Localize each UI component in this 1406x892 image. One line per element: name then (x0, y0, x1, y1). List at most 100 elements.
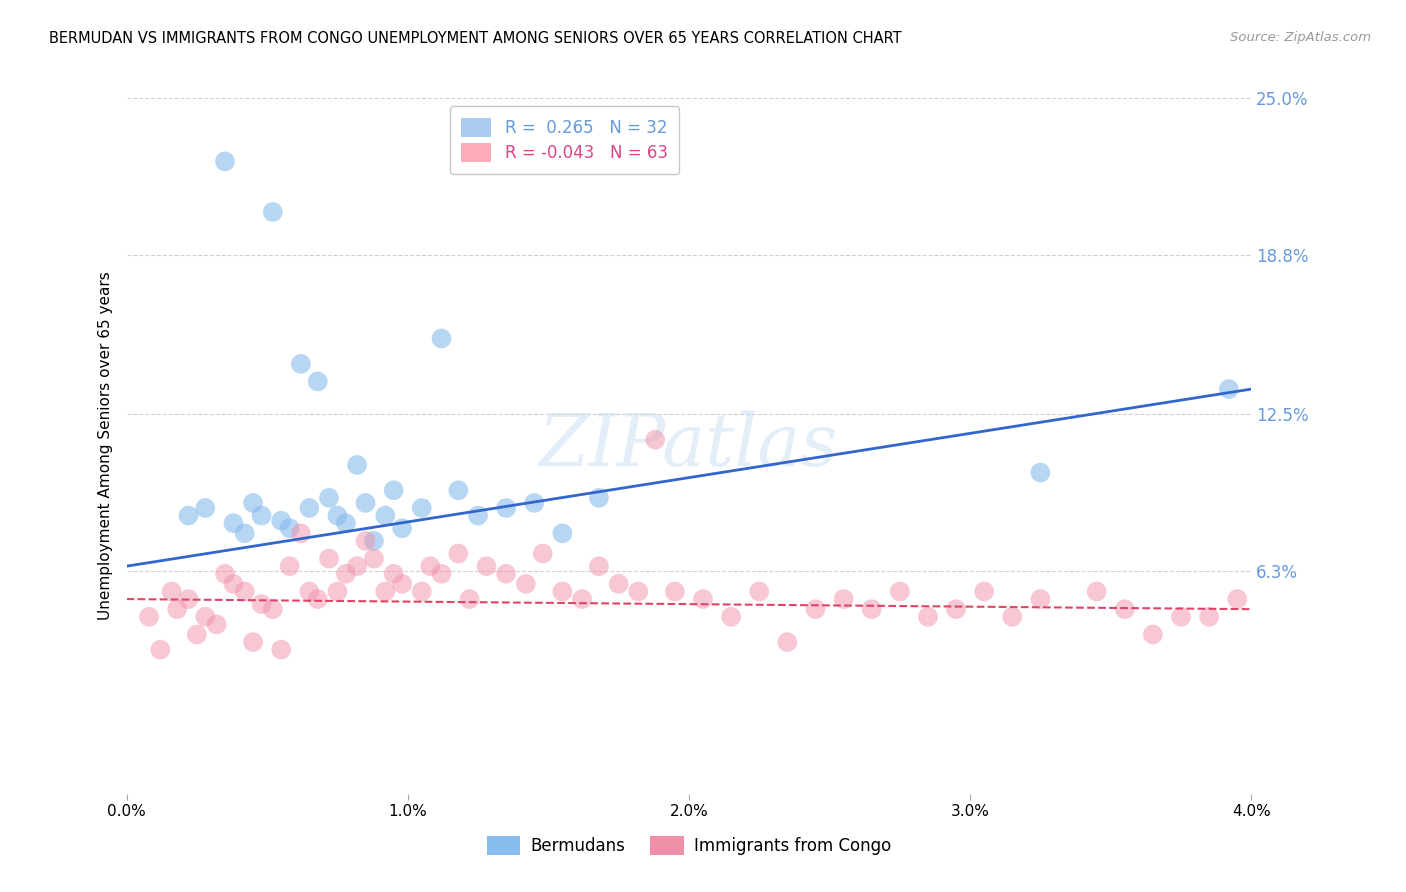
Point (804, 602, 827, 616)
Point (242, 496, 264, 510)
Point (374, 508, 396, 523)
Point (627, 584, 650, 599)
Point (458, 592, 481, 607)
Point (374, 584, 396, 599)
Point (467, 508, 489, 523)
Point (382, 483, 405, 498)
Point (318, 491, 340, 505)
Point (278, 521, 301, 535)
Point (1218, 382, 1240, 396)
Point (346, 559, 368, 574)
Point (326, 508, 349, 523)
Point (346, 458, 368, 472)
Point (411, 584, 433, 599)
Point (495, 566, 517, 581)
Point (1001, 609, 1024, 624)
Point (748, 584, 770, 599)
Point (1198, 609, 1220, 624)
Point (588, 491, 610, 505)
Point (973, 584, 995, 599)
Point (607, 577, 630, 591)
Point (720, 609, 742, 624)
Point (1029, 592, 1052, 607)
Point (515, 577, 537, 591)
Point (523, 496, 546, 510)
Point (1170, 609, 1192, 624)
Point (138, 609, 160, 624)
Point (551, 584, 574, 599)
Point (298, 584, 321, 599)
Point (205, 617, 228, 632)
Point (149, 642, 172, 657)
Point (262, 205, 284, 219)
Point (214, 154, 236, 169)
Point (588, 559, 610, 574)
Point (391, 577, 413, 591)
Point (335, 516, 357, 531)
Point (419, 559, 441, 574)
Point (430, 566, 453, 581)
Point (531, 547, 554, 561)
Point (307, 592, 329, 607)
Point (270, 514, 292, 528)
Point (776, 635, 799, 649)
Point (411, 500, 433, 515)
Point (860, 602, 883, 616)
Point (242, 635, 264, 649)
Point (644, 433, 666, 447)
Point (160, 584, 183, 599)
Point (307, 375, 329, 389)
Point (1142, 627, 1164, 641)
Point (326, 584, 349, 599)
Legend: Bermudans, Immigrants from Congo: Bermudans, Immigrants from Congo (481, 830, 897, 862)
Point (363, 551, 385, 566)
Text: BERMUDAN VS IMMIGRANTS FROM CONGO UNEMPLOYMENT AMONG SENIORS OVER 65 YEARS CORRE: BERMUDAN VS IMMIGRANTS FROM CONGO UNEMPL… (49, 31, 901, 46)
Point (447, 547, 470, 561)
Point (166, 602, 188, 616)
Point (318, 551, 340, 566)
Point (222, 516, 245, 531)
Point (1029, 466, 1052, 480)
Point (551, 526, 574, 541)
Point (233, 584, 256, 599)
Text: Source: ZipAtlas.com: Source: ZipAtlas.com (1230, 31, 1371, 45)
Point (335, 566, 357, 581)
Point (233, 526, 256, 541)
Point (177, 592, 200, 607)
Point (382, 566, 405, 581)
Point (571, 592, 593, 607)
Point (430, 331, 453, 345)
Point (945, 602, 967, 616)
Point (278, 559, 301, 574)
Point (214, 566, 236, 581)
Point (495, 500, 517, 515)
Point (250, 597, 273, 611)
Point (222, 577, 245, 591)
Text: ZIPatlas: ZIPatlas (538, 410, 839, 482)
Point (391, 521, 413, 535)
Point (354, 496, 377, 510)
Point (832, 592, 855, 607)
Point (1114, 602, 1136, 616)
Point (363, 533, 385, 548)
Point (1085, 584, 1108, 599)
Point (917, 609, 939, 624)
Point (194, 500, 217, 515)
Point (1226, 592, 1249, 607)
Point (290, 526, 312, 541)
Y-axis label: Unemployment Among Seniors over 65 years: Unemployment Among Seniors over 65 years (97, 272, 112, 620)
Point (298, 500, 321, 515)
Point (447, 483, 470, 498)
Point (692, 592, 714, 607)
Point (262, 602, 284, 616)
Point (664, 584, 686, 599)
Point (889, 584, 911, 599)
Point (290, 357, 312, 371)
Point (354, 533, 377, 548)
Point (250, 508, 273, 523)
Point (194, 609, 217, 624)
Point (475, 559, 498, 574)
Point (186, 627, 208, 641)
Point (270, 642, 292, 657)
Point (177, 508, 200, 523)
